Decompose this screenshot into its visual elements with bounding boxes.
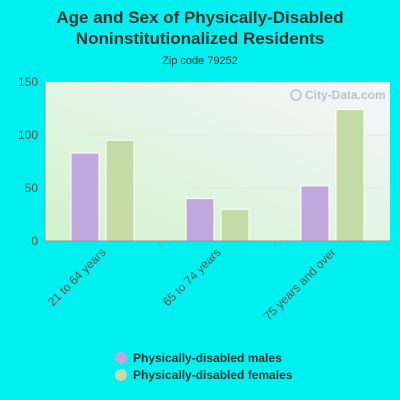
bar-males-3[interactable]	[300, 185, 330, 242]
bar-females-3[interactable]	[335, 109, 365, 242]
legend-item-males: Physically-disabled males	[115, 350, 292, 366]
bar-females-2[interactable]	[220, 208, 250, 242]
chart-title-line-1: Age and Sex of Physically-Disabled	[56, 8, 344, 27]
y-tick-label: 150	[18, 75, 38, 89]
legend-swatch-females	[115, 369, 127, 381]
bar-males-1[interactable]	[70, 152, 100, 242]
legend-label-males: Physically-disabled males	[133, 351, 282, 365]
legend-swatch-males	[115, 352, 127, 364]
x-tick-label: 75 years and over	[261, 245, 339, 323]
chart-title: Age and Sex of Physically-Disabled Nonin…	[0, 7, 400, 49]
bar-females-1[interactable]	[105, 139, 135, 242]
legend-item-females: Physically-disabled females	[115, 367, 292, 383]
legend: Physically-disabled males Physically-dis…	[115, 350, 292, 384]
watermark-text: City-Data.com	[305, 88, 386, 102]
bar-males-2[interactable]	[185, 198, 215, 242]
y-tick-label: 50	[25, 181, 39, 195]
chart-title-line-2: Noninstitutionalized Residents	[75, 29, 325, 48]
y-tick-label: 100	[18, 128, 38, 142]
x-tick-label: 65 to 74 years	[160, 245, 224, 309]
watermark: City-Data.com	[290, 88, 386, 102]
plot-area	[45, 82, 390, 241]
legend-label-females: Physically-disabled females	[133, 368, 293, 382]
y-tick-label: 0	[31, 234, 38, 248]
x-tick-label: 21 to 64 years	[45, 245, 109, 309]
chart-subtitle: Zip code 79252	[162, 55, 238, 67]
